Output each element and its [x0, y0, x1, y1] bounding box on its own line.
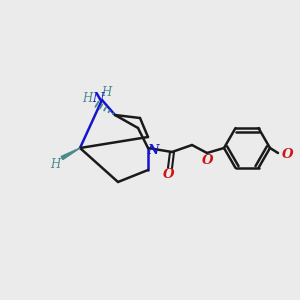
Text: N: N — [147, 145, 159, 158]
Polygon shape — [61, 148, 80, 160]
Text: O: O — [163, 169, 175, 182]
Text: H: H — [82, 92, 92, 104]
Text: O: O — [282, 148, 294, 161]
Text: H: H — [50, 158, 60, 170]
Text: N: N — [92, 92, 104, 106]
Text: H: H — [101, 86, 111, 100]
Text: O: O — [202, 154, 214, 167]
